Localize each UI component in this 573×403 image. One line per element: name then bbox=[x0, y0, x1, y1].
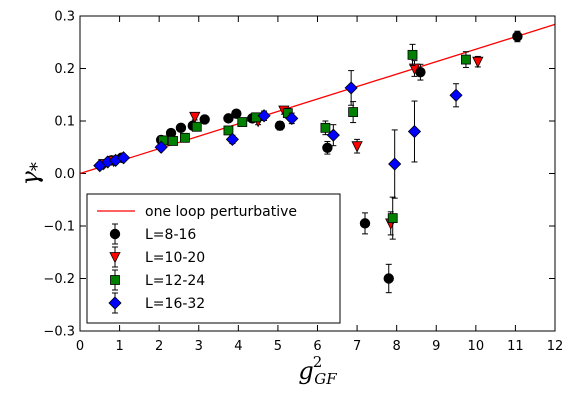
y-tick-label: −0.1 bbox=[43, 220, 75, 235]
x-axis-label-sub: GF bbox=[314, 370, 337, 388]
x-tick-label: 10 bbox=[468, 339, 485, 354]
legend-label: L=10-20 bbox=[145, 250, 205, 266]
data-point bbox=[326, 128, 340, 142]
series-l-12-24 bbox=[158, 43, 471, 240]
data-point bbox=[168, 136, 178, 146]
data-point bbox=[387, 213, 398, 224]
data-point bbox=[116, 151, 131, 165]
data-point bbox=[348, 107, 359, 117]
y-tick-label: −0.2 bbox=[43, 272, 75, 287]
y-tick-label: 0.1 bbox=[54, 115, 75, 130]
x-tick-label: 7 bbox=[353, 339, 361, 354]
y-axis-label-base: γ bbox=[16, 171, 44, 186]
legend-item-perturbative: one loop perturbative bbox=[97, 204, 297, 220]
legend: one loop perturbative L=8-16 L=10-20 L=12-2… bbox=[86, 193, 341, 324]
data-point bbox=[351, 141, 363, 153]
data-point bbox=[449, 88, 463, 102]
legend-item-l-16-32: L=16-32 bbox=[108, 292, 205, 314]
legend-item-l-8-16: L=8-16 bbox=[109, 223, 196, 245]
data-point bbox=[257, 109, 271, 123]
data-point bbox=[179, 132, 190, 143]
legend-label: L=8-16 bbox=[145, 227, 196, 243]
series-layer bbox=[93, 30, 523, 294]
perturbative-line-layer bbox=[79, 23, 556, 175]
legend-label: L=12-24 bbox=[145, 273, 205, 289]
data-point bbox=[285, 111, 299, 125]
data-point bbox=[175, 122, 187, 134]
x-axis-label-base: g bbox=[298, 357, 313, 385]
legend-item-l-10-20: L=10-20 bbox=[109, 246, 205, 268]
data-point bbox=[461, 54, 471, 65]
data-point bbox=[154, 140, 168, 154]
data-point bbox=[237, 117, 248, 127]
y-axis-label-sub: * bbox=[27, 162, 48, 171]
x-tick-label: 11 bbox=[507, 339, 524, 354]
x-tick-label: 3 bbox=[195, 339, 203, 354]
perturbative-line bbox=[79, 23, 556, 175]
data-point bbox=[225, 132, 239, 146]
y-tick-label: 0.3 bbox=[54, 10, 75, 25]
data-point bbox=[320, 122, 331, 133]
x-tick-label: 2 bbox=[155, 339, 163, 354]
data-point bbox=[407, 124, 422, 139]
data-point bbox=[383, 273, 394, 284]
legend-items: one loop perturbative L=8-16 L=10-20 L=12-2… bbox=[97, 204, 297, 314]
y-tick-label: 0.2 bbox=[54, 62, 75, 77]
ticks-layer: 0 1 2 3 4 5 6 7 8 9 10 11 12−0.3−0.2−0.10.00.10.20.3 bbox=[43, 10, 563, 355]
y-tick-label: 0.0 bbox=[54, 167, 75, 182]
legend-marker bbox=[110, 275, 120, 285]
x-tick-label: 0 bbox=[76, 339, 84, 354]
data-point bbox=[408, 63, 421, 75]
x-axis-label: g2 GF bbox=[298, 353, 337, 388]
data-point bbox=[512, 31, 523, 42]
legend-box bbox=[86, 193, 341, 324]
data-point bbox=[472, 56, 484, 69]
data-point bbox=[322, 142, 333, 153]
data-point bbox=[191, 121, 202, 132]
y-tick-label: −0.3 bbox=[43, 325, 75, 340]
axes-frame bbox=[79, 15, 556, 332]
legend-marker bbox=[108, 296, 122, 310]
x-tick-label: 8 bbox=[393, 339, 401, 354]
data-point bbox=[344, 81, 358, 95]
data-point bbox=[388, 157, 402, 171]
legend-marker bbox=[109, 252, 121, 264]
x-axis-label-sup: 2 bbox=[313, 353, 323, 371]
data-point bbox=[274, 120, 286, 131]
legend-label: one loop perturbative bbox=[145, 204, 297, 220]
x-tick-label: 5 bbox=[274, 339, 282, 354]
legend-label: L=16-32 bbox=[145, 296, 205, 312]
data-point bbox=[231, 108, 242, 119]
legend-marker bbox=[109, 228, 121, 240]
data-point bbox=[189, 111, 201, 124]
x-tick-label: 4 bbox=[234, 339, 242, 354]
x-tick-label: 9 bbox=[432, 339, 440, 354]
x-tick-label: 12 bbox=[547, 339, 564, 354]
x-tick-label: 1 bbox=[115, 339, 123, 354]
x-tick-label: 6 bbox=[313, 339, 321, 354]
series-l-16-32 bbox=[93, 70, 463, 199]
legend-item-l-12-24: L=12-24 bbox=[110, 269, 205, 291]
data-point bbox=[199, 114, 210, 125]
data-point bbox=[223, 113, 234, 124]
data-point bbox=[223, 125, 234, 136]
y-axis-label: γ* bbox=[16, 162, 48, 185]
data-point bbox=[359, 218, 371, 229]
data-point bbox=[407, 49, 418, 60]
